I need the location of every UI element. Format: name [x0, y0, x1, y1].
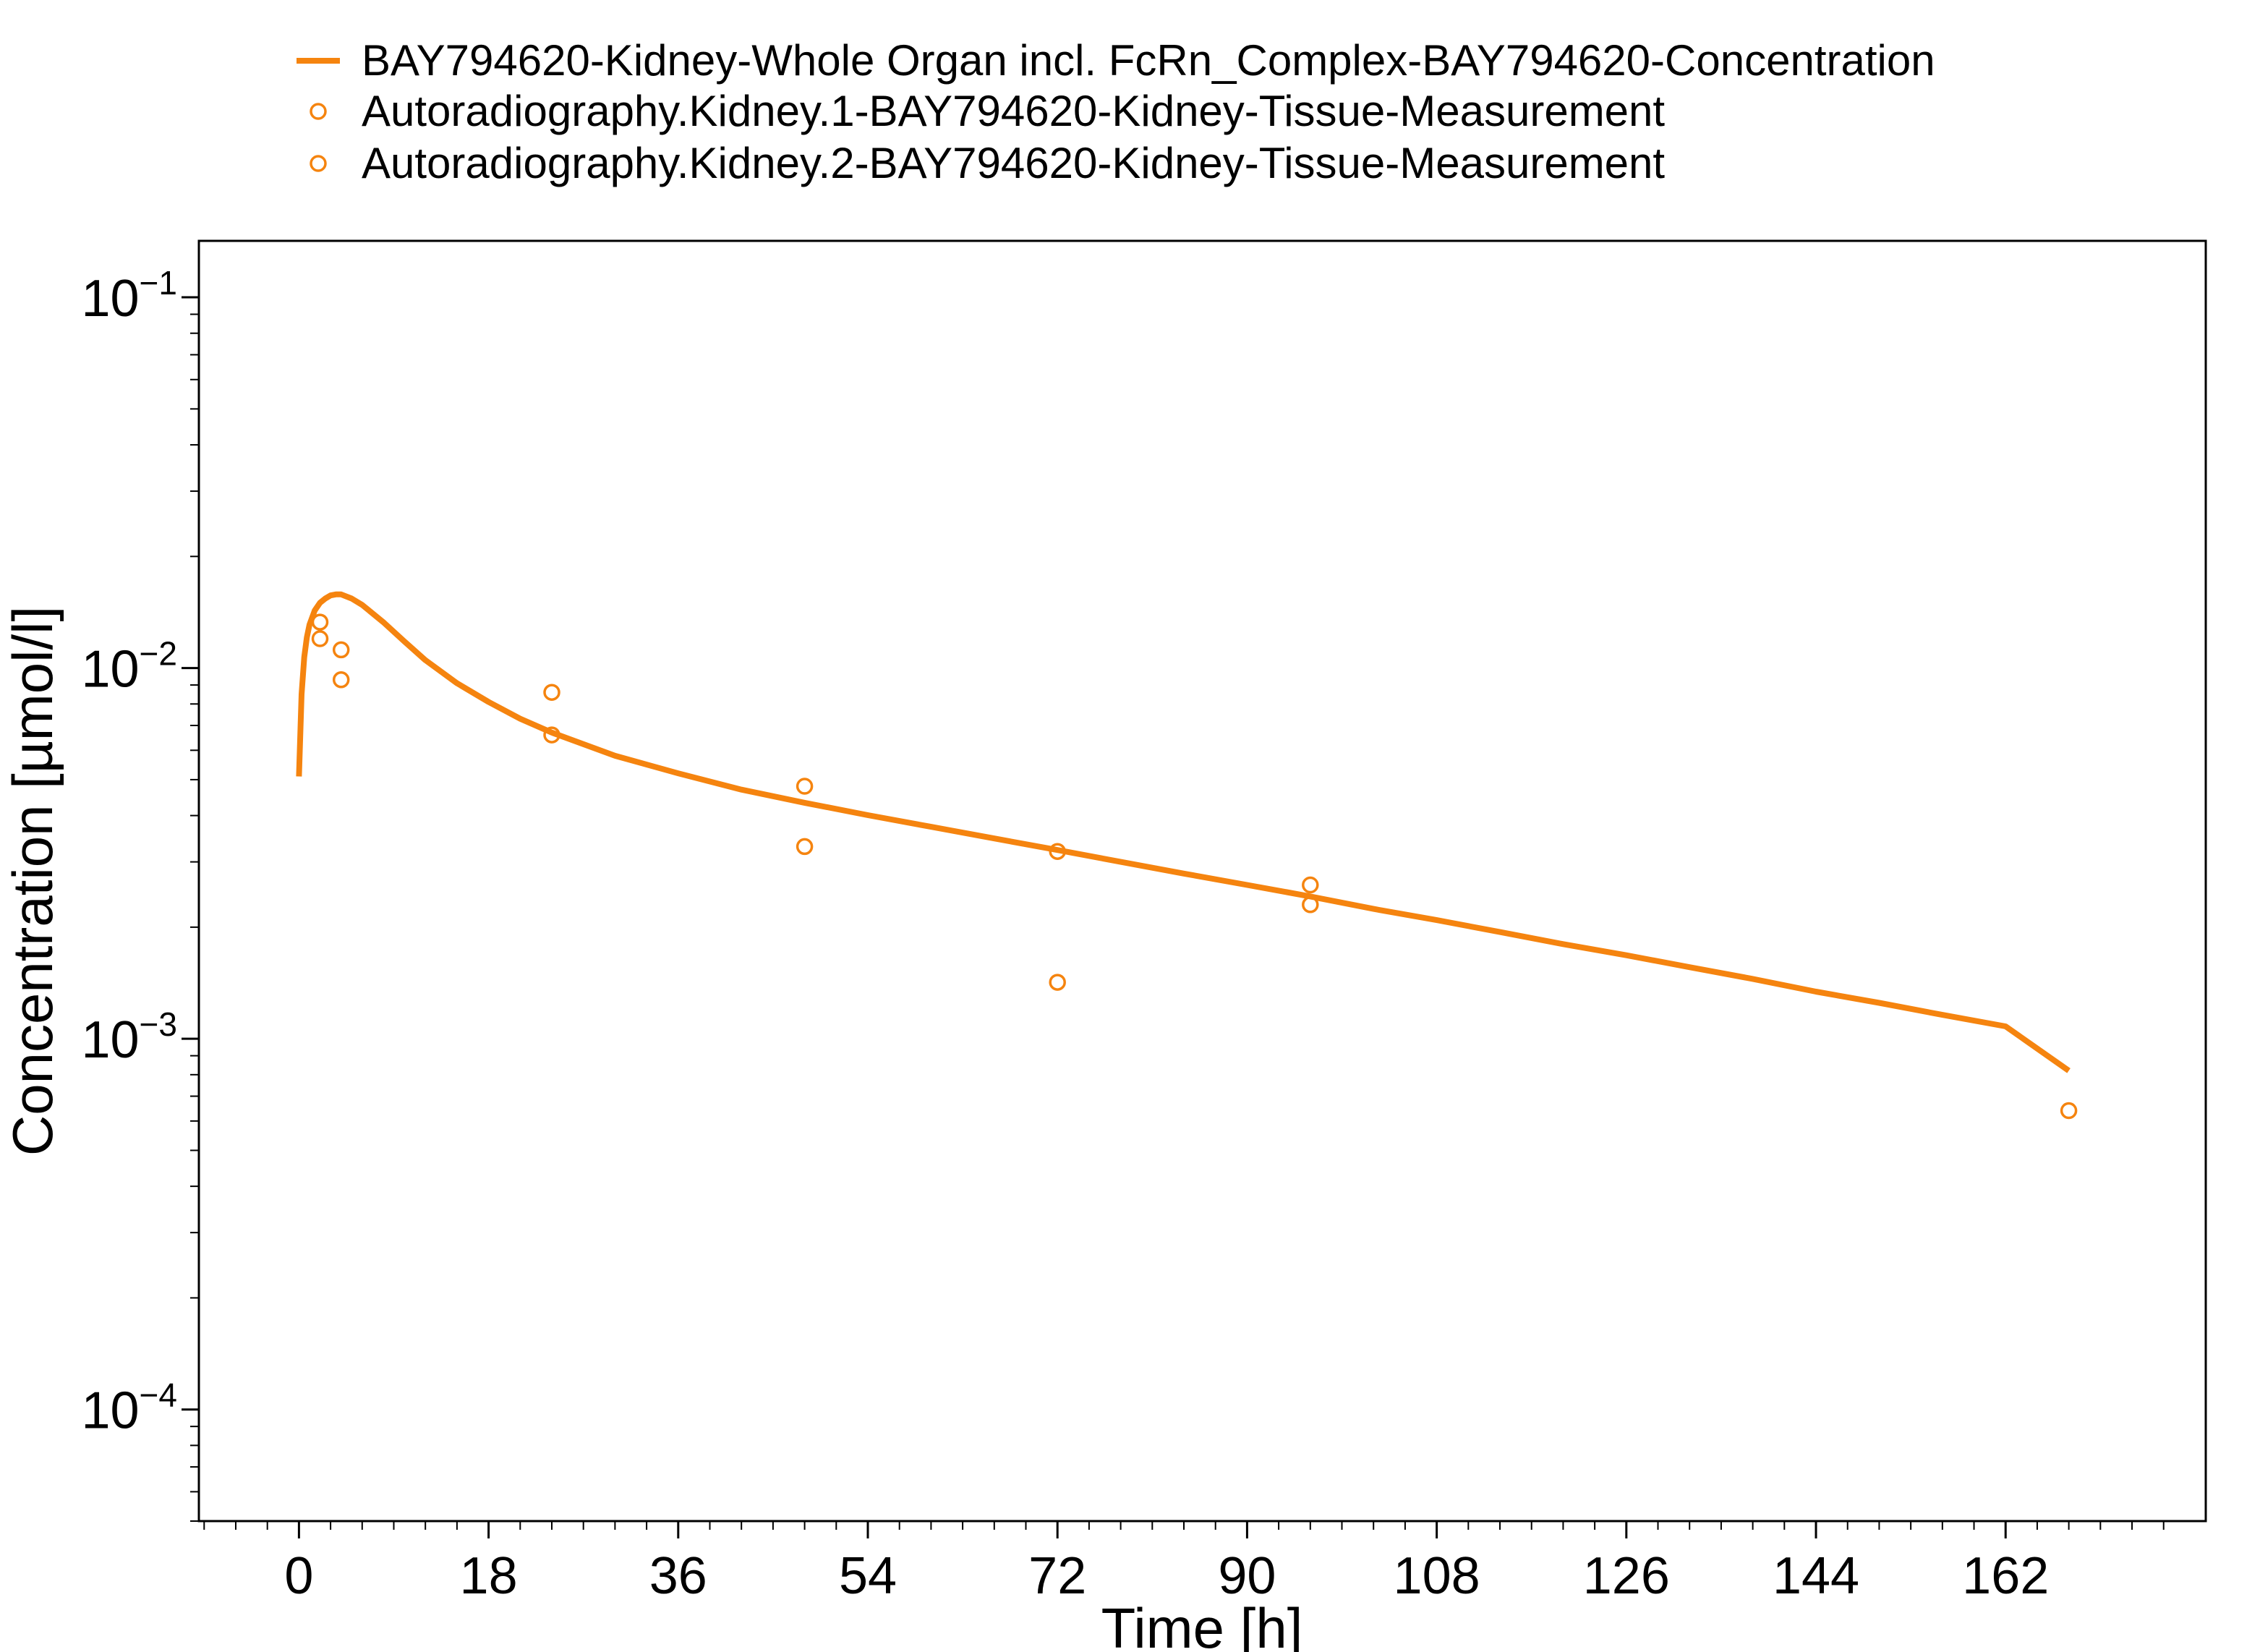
x-tick-label: 36 — [649, 1547, 707, 1605]
observed-point-series-2 — [1049, 974, 1066, 991]
legend-marker-swatch — [310, 155, 327, 172]
legend: BAY794620-Kidney-Whole Organ incl. FcRn_… — [297, 36, 1935, 187]
observed-point-series-1 — [1302, 876, 1319, 894]
x-tick-label: 108 — [1394, 1547, 1480, 1605]
observed-point-series-1 — [543, 684, 560, 701]
x-tick-label: 90 — [1218, 1547, 1276, 1605]
x-tick-label: 0 — [284, 1547, 313, 1605]
observed-point-series-1 — [332, 641, 350, 659]
legend-entry-observed-2: Autoradiography.Kidney.2-BAY794620-Kidne… — [310, 139, 1665, 187]
plot-frame — [197, 239, 2207, 1523]
y-axis-title: Concentration [µmol/l] — [1, 606, 64, 1156]
observed-point-series-2 — [1302, 896, 1319, 914]
simulation-curve — [296, 591, 2071, 1073]
x-tick-label: 144 — [1773, 1547, 1859, 1605]
x-tick-label: 126 — [1583, 1547, 1670, 1605]
observed-point-series-2 — [311, 630, 329, 647]
x-axis: 0 18 36 54 72 90 108 126 144 162 — [203, 1521, 2165, 1605]
legend-entry-simulation: BAY794620-Kidney-Whole Organ incl. FcRn_… — [297, 36, 1935, 85]
y-tick-label: 10−1 — [81, 264, 177, 328]
x-tick-label: 162 — [1962, 1547, 2049, 1605]
legend-label-observed-2: Autoradiography.Kidney.2-BAY794620-Kidne… — [362, 139, 1665, 187]
observed-point-series-2 — [543, 726, 560, 744]
legend-label-observed-1: Autoradiography.Kidney.1-BAY794620-Kidne… — [362, 87, 1665, 135]
x-tick-label: 18 — [460, 1547, 518, 1605]
y-tick-label: 10−4 — [81, 1376, 177, 1440]
legend-label-simulation: BAY794620-Kidney-Whole Organ incl. FcRn_… — [362, 36, 1935, 85]
observed-point-series-1 — [311, 613, 329, 631]
observed-point-series-2 — [796, 838, 814, 856]
y-axis: 10−1 10−2 10−3 10−4 — [81, 264, 199, 1522]
x-axis-title: Time [h] — [1101, 1596, 1303, 1652]
observed-point-series-1 — [1049, 843, 1066, 860]
y-tick-label: 10−3 — [81, 1005, 177, 1069]
plot-series — [296, 591, 2078, 1120]
observed-point-series-2 — [332, 671, 350, 689]
y-tick-label: 10−2 — [81, 635, 177, 699]
legend-entry-observed-1: Autoradiography.Kidney.1-BAY794620-Kidne… — [310, 87, 1665, 135]
legend-marker-swatch — [310, 103, 327, 120]
x-tick-label: 72 — [1028, 1547, 1086, 1605]
observed-point-series-1 — [796, 778, 814, 795]
observed-point-series-1 — [2060, 1102, 2078, 1120]
x-tick-label: 54 — [839, 1547, 897, 1605]
